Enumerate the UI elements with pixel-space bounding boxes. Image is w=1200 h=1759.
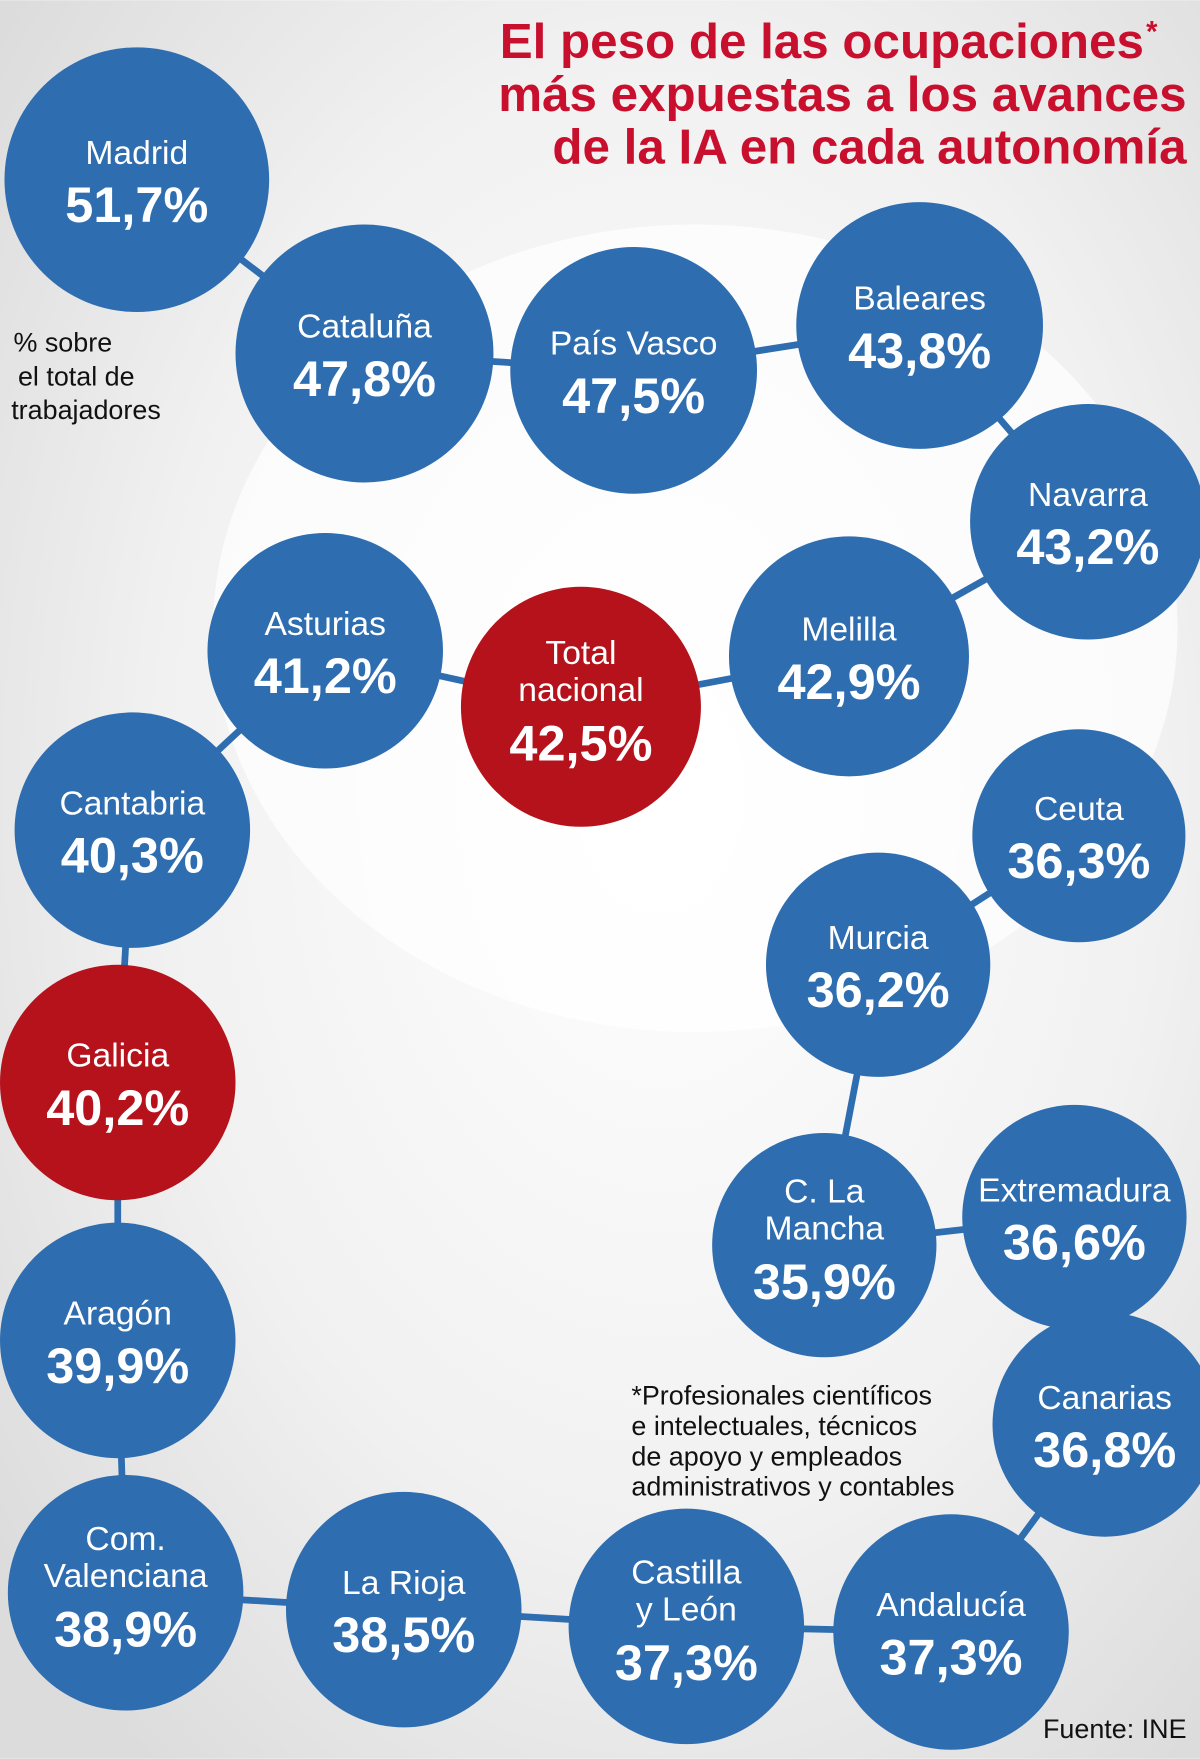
texts: Madrid 51,7% Cataluña 47,8% País Vasco 47,5% B… xyxy=(11,14,1187,1744)
footnote: administrativos y contables xyxy=(631,1472,954,1502)
node-name: Baleares xyxy=(853,281,986,318)
node-value: 35,9% xyxy=(753,1253,896,1310)
node-value: 39,9% xyxy=(46,1337,189,1394)
node-name: Galicia xyxy=(66,1038,169,1075)
node-value: 43,2% xyxy=(1016,518,1159,575)
node-value: 42,9% xyxy=(777,653,920,710)
node-name: Total xyxy=(545,635,616,672)
footnote: de apoyo y empleados xyxy=(631,1441,902,1471)
unit-note: % sobre xyxy=(13,328,112,358)
node-circle xyxy=(510,246,758,494)
node-value: 40,2% xyxy=(46,1079,189,1136)
node-name: Valenciana xyxy=(44,1558,208,1595)
node-circle xyxy=(728,536,969,777)
node-name: Cantabria xyxy=(59,785,205,822)
node-value: 38,5% xyxy=(332,1606,475,1663)
node-value: 41,2% xyxy=(254,647,397,704)
node-value: 51,7% xyxy=(65,176,208,233)
node-name: C. La xyxy=(784,1173,865,1210)
node-circle xyxy=(14,712,251,948)
node-name: Canarias xyxy=(1037,1380,1172,1417)
node-value: 42,5% xyxy=(509,714,652,771)
node-circle xyxy=(460,586,701,827)
nodes xyxy=(0,47,1200,1750)
node-name: nacional xyxy=(518,672,643,709)
node-circle xyxy=(796,202,1043,449)
node-name: Navarra xyxy=(1028,477,1148,514)
node-value: 37,3% xyxy=(879,1629,1022,1686)
node-value: 37,3% xyxy=(615,1634,758,1691)
node-value: 36,6% xyxy=(1003,1214,1146,1271)
unit-note: el total de xyxy=(18,361,135,391)
node-circle xyxy=(970,404,1200,640)
footnote: *Profesionales científicos xyxy=(631,1381,932,1411)
unit-note: trabajadores xyxy=(11,395,161,425)
node-name: La Rioja xyxy=(342,1565,466,1602)
node-name: Asturias xyxy=(264,606,385,643)
title-line: de la IA en cada autonomía xyxy=(552,120,1187,175)
node-name: Cataluña xyxy=(297,309,432,346)
node-circle xyxy=(712,1132,937,1358)
node-name: Melilla xyxy=(801,612,897,649)
node-circle xyxy=(833,1514,1069,1750)
node-value: 38,9% xyxy=(54,1600,197,1657)
node-circle xyxy=(765,852,991,1077)
node-value: 40,3% xyxy=(61,827,204,884)
node-circle xyxy=(285,1491,522,1728)
node-name: Andalucía xyxy=(876,1587,1026,1624)
node-value: 36,8% xyxy=(1033,1421,1176,1478)
node-name: Extremadura xyxy=(978,1172,1171,1209)
source: Fuente: INE xyxy=(1043,1714,1187,1744)
node-name: Murcia xyxy=(828,920,929,957)
title-line: más expuestas a los avances xyxy=(498,67,1186,122)
node-value: 47,5% xyxy=(562,367,705,424)
node-name: Mancha xyxy=(764,1210,884,1247)
node-circle xyxy=(962,1104,1187,1330)
node-circle xyxy=(207,532,443,769)
node-value: 43,8% xyxy=(848,322,991,379)
node-name: Castilla xyxy=(631,1555,742,1592)
node-circle xyxy=(235,224,494,483)
node-circle xyxy=(972,729,1186,943)
node-circle xyxy=(992,1312,1200,1537)
footnote: e intelectuales, técnicos xyxy=(631,1411,917,1441)
node-circle xyxy=(4,47,270,313)
node-value: 36,3% xyxy=(1007,832,1150,889)
node-circle xyxy=(568,1508,805,1745)
node-circle xyxy=(0,1222,236,1459)
node-name: y León xyxy=(636,1592,737,1629)
node-value: 47,8% xyxy=(293,350,436,407)
node-name: Com. xyxy=(85,1521,165,1558)
title-line: El peso de las ocupaciones xyxy=(500,14,1144,69)
node-circle xyxy=(7,1475,244,1711)
node-name: País Vasco xyxy=(550,326,718,363)
title-mark: * xyxy=(1146,17,1158,49)
node-name: Aragón xyxy=(64,1296,172,1333)
node-name: Madrid xyxy=(85,135,188,172)
node-value: 36,2% xyxy=(807,961,950,1018)
node-circle xyxy=(0,964,236,1201)
node-name: Ceuta xyxy=(1034,791,1124,828)
